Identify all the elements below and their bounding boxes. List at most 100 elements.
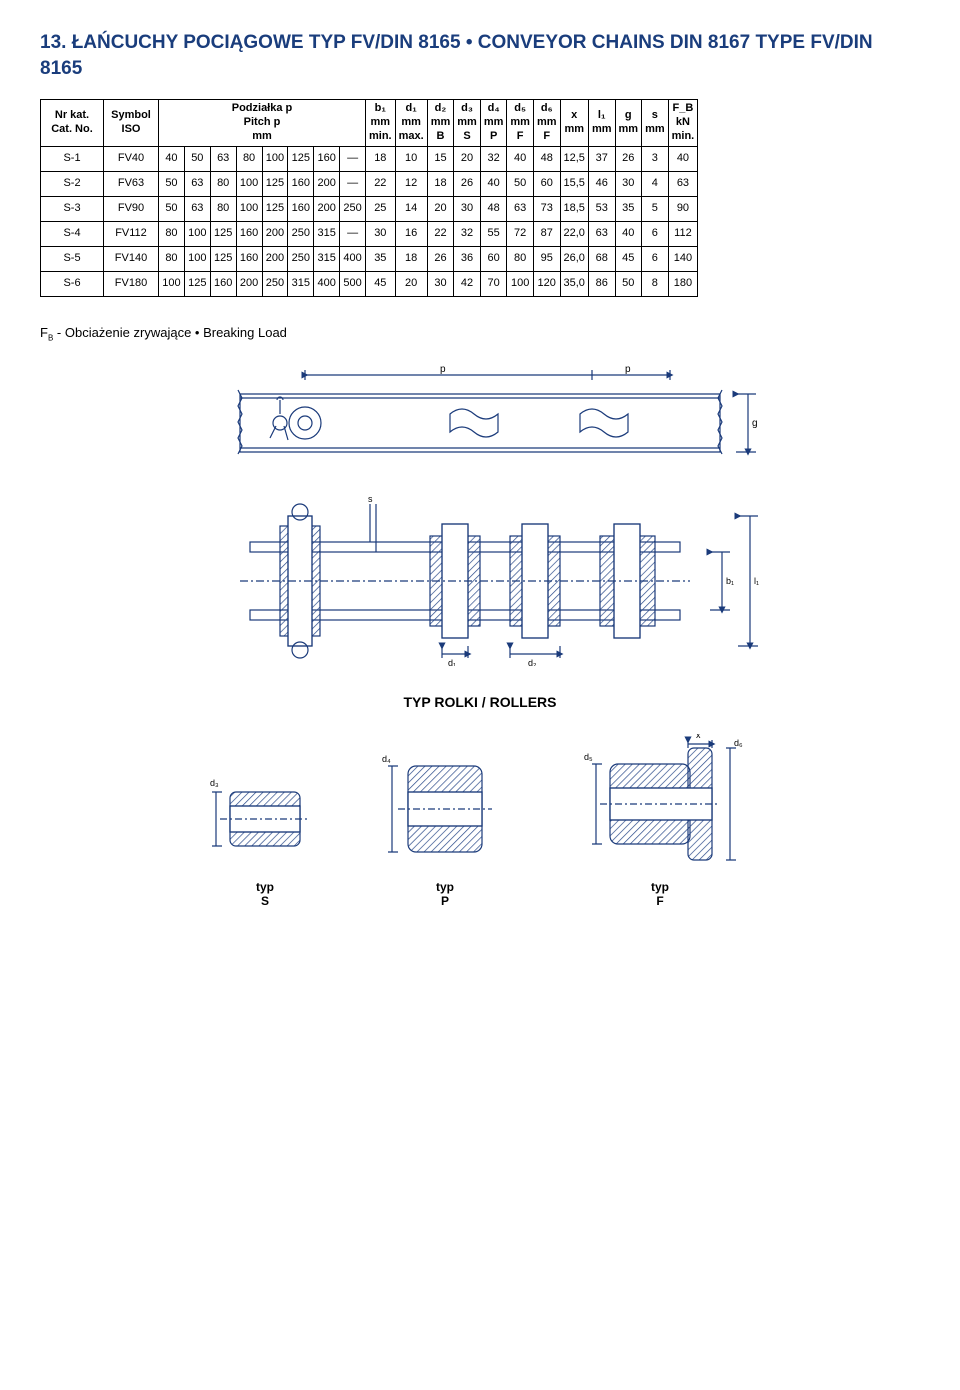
- table-cell: 63: [184, 196, 210, 221]
- table-cell: 20: [395, 271, 427, 296]
- table-row: S-1FV4040506380100125160—181015203240481…: [41, 146, 698, 171]
- table-cell: 125: [288, 146, 314, 171]
- svg-text:b₁: b₁: [726, 576, 734, 586]
- table-row: S-5FV14080100125160200250315400351826366…: [41, 246, 698, 271]
- table-cell: 50: [507, 171, 534, 196]
- table-cell: 22,0: [560, 221, 588, 246]
- table-cell: 53: [588, 196, 615, 221]
- table-cell: 32: [454, 221, 481, 246]
- table-cell: 60: [480, 246, 507, 271]
- table-cell: 250: [288, 246, 314, 271]
- table-cell: 63: [668, 171, 698, 196]
- table-cell: S-2: [41, 171, 104, 196]
- table-cell: 3: [642, 146, 669, 171]
- table-cell: 30: [366, 221, 396, 246]
- table-cell: 200: [314, 196, 340, 221]
- table-cell: 8: [642, 271, 669, 296]
- table-cell: 16: [395, 221, 427, 246]
- table-cell: 200: [262, 246, 288, 271]
- table-cell: 15,5: [560, 171, 588, 196]
- th-cat: Nr kat. Cat. No.: [41, 100, 104, 146]
- table-cell: 30: [427, 271, 454, 296]
- table-cell: 50: [159, 171, 185, 196]
- table-cell: FV112: [104, 221, 159, 246]
- table-cell: 20: [427, 196, 454, 221]
- roller-type-p-diagram: d₄: [380, 754, 510, 874]
- table-cell: 18: [427, 171, 454, 196]
- th-d1: d₁mmmax.: [395, 100, 427, 146]
- table-cell: 26: [615, 146, 642, 171]
- table-cell: 14: [395, 196, 427, 221]
- table-cell: 80: [159, 221, 185, 246]
- table-cell: 140: [668, 246, 698, 271]
- table-cell: 32: [480, 146, 507, 171]
- table-cell: 100: [184, 221, 210, 246]
- th-g: gmm: [615, 100, 642, 146]
- table-cell: 18,5: [560, 196, 588, 221]
- table-cell: 315: [314, 221, 340, 246]
- table-cell: 160: [210, 271, 236, 296]
- table-cell: 50: [184, 146, 210, 171]
- table-cell: 125: [184, 271, 210, 296]
- th-pitch: Podziałka p Pitch p mm: [159, 100, 366, 146]
- table-cell: 26: [454, 171, 481, 196]
- table-cell: 100: [262, 146, 288, 171]
- table-cell: 18: [395, 246, 427, 271]
- svg-text:d₃: d₃: [210, 778, 219, 788]
- roller-type-f-diagram: d₅ d₆ x: [570, 734, 750, 874]
- table-cell: 100: [159, 271, 185, 296]
- table-cell: 35,0: [560, 271, 588, 296]
- table-cell: 72: [507, 221, 534, 246]
- table-row: S-3FV90506380100125160200250251420304863…: [41, 196, 698, 221]
- table-cell: 40: [668, 146, 698, 171]
- table-cell: 63: [507, 196, 534, 221]
- table-cell: 40: [615, 221, 642, 246]
- table-cell: 160: [288, 196, 314, 221]
- table-row: S-6FV18010012516020025031540050045203042…: [41, 271, 698, 296]
- table-cell: 200: [314, 171, 340, 196]
- rollers-title: TYP ROLKI / ROLLERS: [404, 694, 557, 710]
- table-cell: 180: [668, 271, 698, 296]
- table-cell: 160: [236, 246, 262, 271]
- table-cell: 500: [340, 271, 366, 296]
- table-cell: 30: [454, 196, 481, 221]
- table-cell: 70: [480, 271, 507, 296]
- table-cell: 160: [236, 221, 262, 246]
- spec-table: Nr kat. Cat. No. Symbol ISO Podziałka p …: [40, 99, 698, 296]
- table-cell: FV140: [104, 246, 159, 271]
- table-cell: 30: [615, 171, 642, 196]
- table-cell: 40: [507, 146, 534, 171]
- table-cell: 250: [340, 196, 366, 221]
- table-cell: 315: [314, 246, 340, 271]
- table-cell: 250: [288, 221, 314, 246]
- th-sym: Symbol ISO: [104, 100, 159, 146]
- diagram-area: p p g: [40, 364, 920, 908]
- table-cell: —: [340, 221, 366, 246]
- table-cell: 22: [366, 171, 396, 196]
- table-cell: 18: [366, 146, 396, 171]
- table-cell: 35: [366, 246, 396, 271]
- roller-type-f-label: typ F: [651, 880, 669, 908]
- table-cell: 125: [210, 246, 236, 271]
- table-cell: 60: [533, 171, 560, 196]
- table-cell: 80: [236, 146, 262, 171]
- table-row: S-4FV11280100125160200250315—30162232557…: [41, 221, 698, 246]
- th-d2: d₂mmB: [427, 100, 454, 146]
- table-cell: 55: [480, 221, 507, 246]
- chain-section-diagram: s b₁ l₁ d₁ d₂: [190, 496, 770, 666]
- th-fb: F_BkNmin.: [668, 100, 698, 146]
- svg-text:d₁: d₁: [448, 658, 456, 666]
- table-cell: 15: [427, 146, 454, 171]
- table-cell: 400: [314, 271, 340, 296]
- table-cell: 400: [340, 246, 366, 271]
- th-d4: d₄mmP: [480, 100, 507, 146]
- table-cell: 10: [395, 146, 427, 171]
- table-cell: 80: [210, 171, 236, 196]
- breaking-load-note: FB - Obciażenie zrywające • Breaking Loa…: [40, 325, 920, 343]
- table-cell: FV90: [104, 196, 159, 221]
- table-cell: 12: [395, 171, 427, 196]
- table-cell: 68: [588, 246, 615, 271]
- svg-text:l₁: l₁: [754, 576, 759, 586]
- table-cell: 26,0: [560, 246, 588, 271]
- table-cell: 35: [615, 196, 642, 221]
